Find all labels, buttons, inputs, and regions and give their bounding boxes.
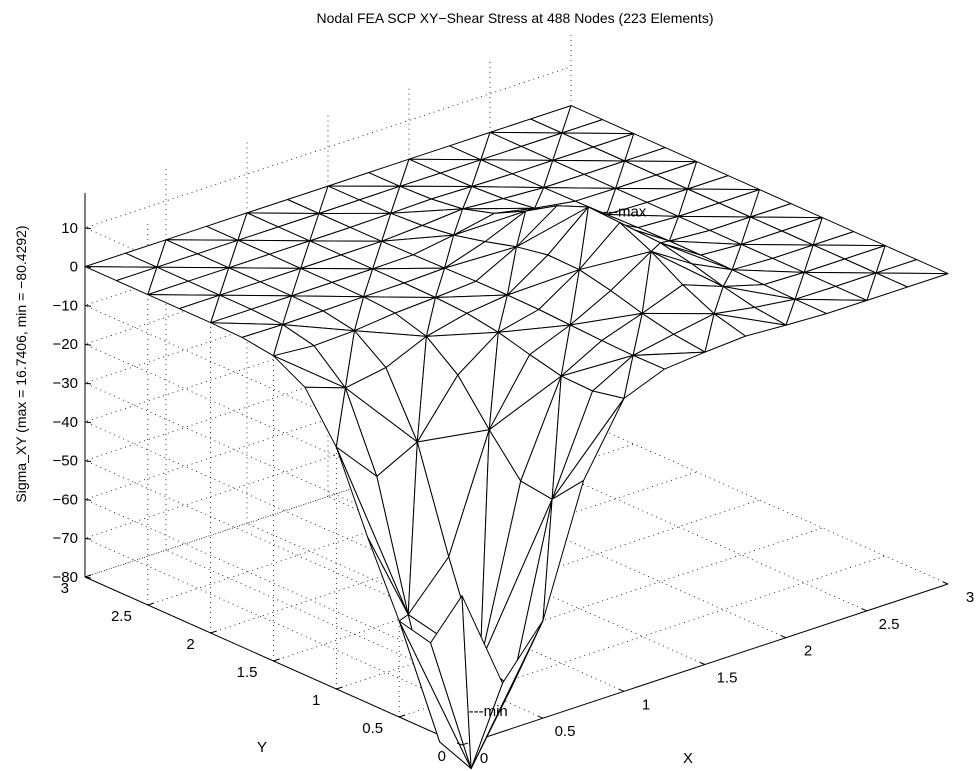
annotation-label: ---min (469, 703, 508, 720)
z-tick-label: −20 (53, 336, 78, 353)
y-tick-label: 2.5 (111, 608, 132, 625)
y-tick (147, 602, 154, 606)
y-tick-label: 2 (186, 636, 194, 653)
y-tick (399, 714, 406, 718)
z-tick-label: −60 (53, 491, 78, 508)
x-tick-label: 0 (480, 750, 488, 767)
y-axis-label: Y (257, 739, 267, 756)
z-tick (84, 460, 92, 463)
z-tick-label: −30 (53, 375, 78, 392)
annotations: ---max ---min (469, 203, 647, 720)
z-tick (84, 498, 92, 501)
x-tick-label: 1.5 (717, 669, 738, 686)
z-tick-label: −40 (53, 414, 78, 431)
x-axis-label: X (683, 750, 693, 767)
mesh-element (704, 313, 746, 353)
z-tick (84, 343, 92, 346)
y-tick (210, 630, 217, 634)
x-tick (537, 715, 544, 719)
z-tick (84, 304, 92, 307)
z-tick-label: −70 (53, 530, 78, 547)
y-tick (461, 742, 469, 746)
chart-title: Nodal FEA SCP XY−Shear Stress at 488 Nod… (316, 10, 713, 26)
z-tick (84, 576, 92, 579)
floor-gridline-y (84, 415, 572, 578)
x-tick-label: 2 (804, 643, 812, 660)
z-tick-label: −50 (53, 453, 78, 470)
y-tick-label: 1 (312, 692, 320, 709)
z-axis-label: Sigma_XY (max = 16.7406, min = −80.4292) (13, 225, 29, 502)
z-tick-label: 10 (61, 220, 78, 237)
z-tick (84, 537, 92, 540)
mesh-element (866, 272, 908, 301)
z-tick (84, 382, 92, 385)
z-tick-label: 0 (70, 259, 78, 276)
z-tick (84, 227, 92, 230)
tick-labels: 0 0.5 1 1.5 2 2.5 3 0 0.5 1 1.5 2 2.5 3 10 0 −10 −20 −30 −4… (53, 220, 975, 767)
y-tick-label: 3 (61, 580, 69, 597)
y-tick-label: 1.5 (237, 664, 258, 681)
x-tick (861, 608, 868, 612)
x-tick (942, 581, 949, 585)
y-tick-label: 0.5 (362, 720, 383, 737)
surface-mesh (84, 105, 949, 769)
x-tick-label: 0.5 (555, 723, 576, 740)
z-tick-label: −10 (53, 297, 78, 314)
mesh-element (623, 354, 665, 399)
y-tick-label: 0 (438, 748, 446, 765)
z-tick-label: −80 (53, 569, 78, 586)
y-tick (273, 658, 280, 662)
z-tick (84, 421, 92, 424)
z-tick (84, 266, 92, 269)
x-tick-label: 1 (642, 696, 650, 713)
x-tick (780, 635, 787, 639)
x-tick-label: 3 (966, 589, 974, 606)
mesh-element (461, 595, 503, 769)
mesh-element (785, 298, 827, 326)
floor-gridline-x (570, 415, 949, 585)
x-tick (699, 662, 706, 665)
mesh-element (542, 480, 584, 621)
x-tick-label: 2.5 (879, 616, 900, 633)
x-tick (618, 688, 625, 692)
x-tick (456, 742, 463, 746)
y-tick (336, 686, 343, 690)
annotation-label: ---max (603, 203, 647, 220)
